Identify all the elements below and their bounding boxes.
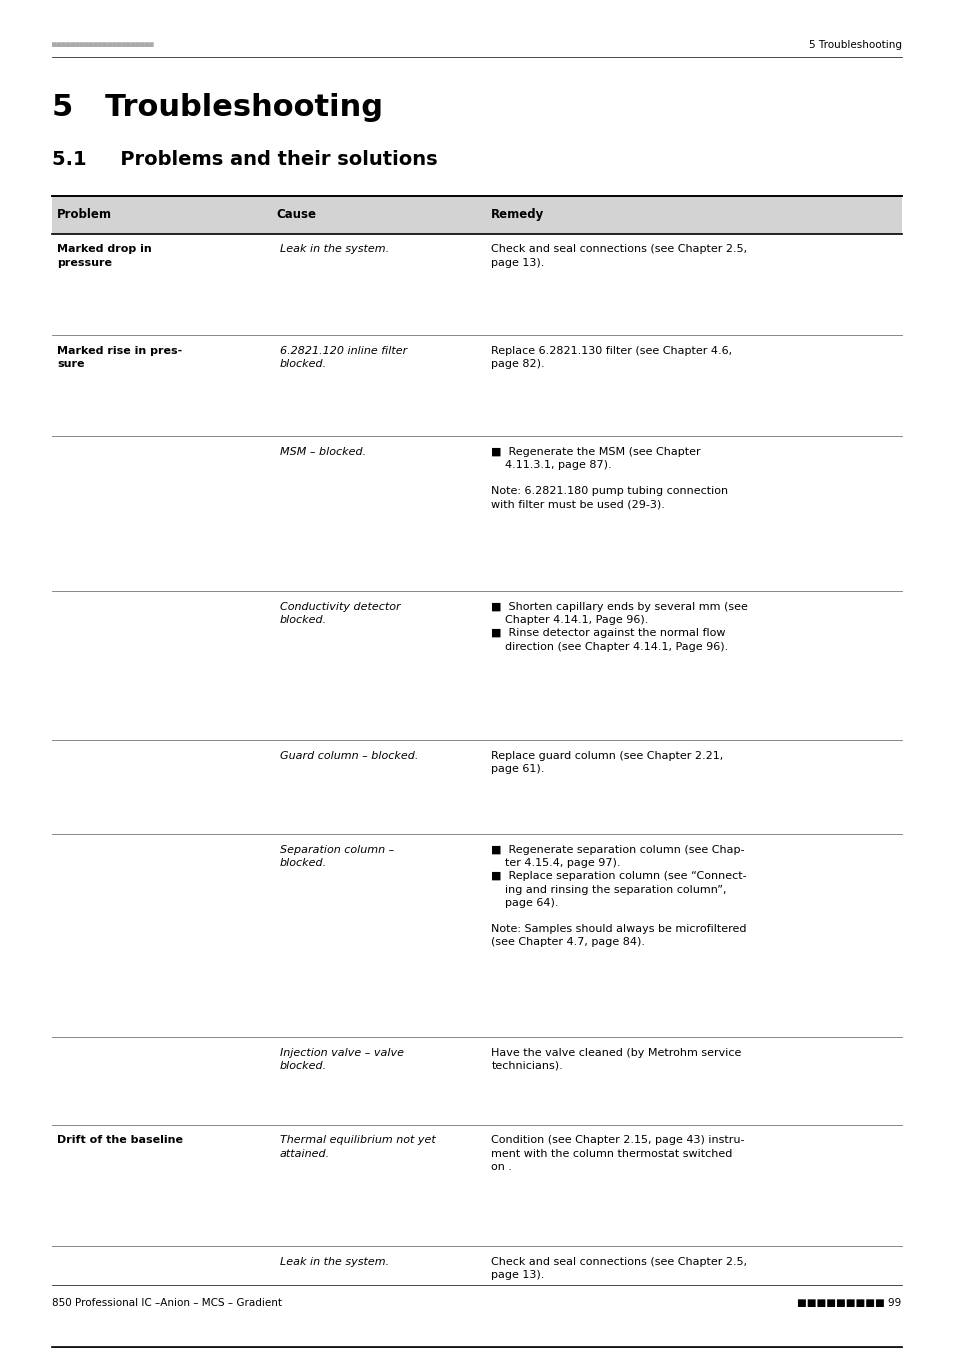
Text: Marked drop in
pressure: Marked drop in pressure bbox=[57, 244, 152, 267]
Text: MSM – blocked.: MSM – blocked. bbox=[279, 447, 365, 456]
Text: Problem: Problem bbox=[57, 208, 112, 221]
Text: ■  Shorten capillary ends by several mm (see
    Chapter 4.14.1, Page 96).
■  Ri: ■ Shorten capillary ends by several mm (… bbox=[491, 602, 747, 652]
Text: Marked rise in pres-
sure: Marked rise in pres- sure bbox=[57, 346, 182, 369]
Text: 6.2821.120 inline filter
blocked.: 6.2821.120 inline filter blocked. bbox=[279, 346, 406, 369]
Text: Replace guard column (see Chapter 2.21,
page 61).: Replace guard column (see Chapter 2.21, … bbox=[491, 751, 722, 774]
Text: 850 Professional IC –Anion – MCS – Gradient: 850 Professional IC –Anion – MCS – Gradi… bbox=[52, 1297, 282, 1308]
FancyBboxPatch shape bbox=[52, 196, 901, 234]
Text: Thermal equilibrium not yet
attained.: Thermal equilibrium not yet attained. bbox=[279, 1135, 435, 1158]
Text: Injection valve – valve
blocked.: Injection valve – valve blocked. bbox=[279, 1048, 403, 1071]
Text: Guard column – blocked.: Guard column – blocked. bbox=[279, 751, 417, 760]
Text: 5.1     Problems and their solutions: 5.1 Problems and their solutions bbox=[52, 150, 437, 169]
Text: Conductivity detector
blocked.: Conductivity detector blocked. bbox=[279, 602, 399, 625]
Text: Drift of the baseline: Drift of the baseline bbox=[57, 1135, 183, 1145]
Text: Remedy: Remedy bbox=[491, 208, 544, 221]
Text: Check and seal connections (see Chapter 2.5,
page 13).: Check and seal connections (see Chapter … bbox=[491, 1257, 746, 1280]
Text: Separation column –
blocked.: Separation column – blocked. bbox=[279, 845, 394, 868]
Text: Leak in the system.: Leak in the system. bbox=[279, 1257, 388, 1266]
Text: 5 Troubleshooting: 5 Troubleshooting bbox=[808, 39, 901, 50]
Text: Have the valve cleaned (by Metrohm service
technicians).: Have the valve cleaned (by Metrohm servi… bbox=[491, 1048, 740, 1071]
Text: ■  Regenerate separation column (see Chap-
    ter 4.15.4, page 97).
■  Replace : ■ Regenerate separation column (see Chap… bbox=[491, 845, 746, 948]
Text: Condition (see Chapter 2.15, page 43) instru-
ment with the column thermostat sw: Condition (see Chapter 2.15, page 43) in… bbox=[491, 1135, 744, 1172]
Text: ■■■■■■■■■■■■■■■■■■■■■■: ■■■■■■■■■■■■■■■■■■■■■■ bbox=[52, 40, 154, 49]
Text: ■  Regenerate the MSM (see Chapter
    4.11.3.1, page 87).

Note: 6.2821.180 pum: ■ Regenerate the MSM (see Chapter 4.11.3… bbox=[491, 447, 728, 510]
Text: Cause: Cause bbox=[276, 208, 316, 221]
Text: 5   Troubleshooting: 5 Troubleshooting bbox=[52, 93, 383, 123]
Text: Replace 6.2821.130 filter (see Chapter 4.6,
page 82).: Replace 6.2821.130 filter (see Chapter 4… bbox=[491, 346, 732, 369]
Text: Check and seal connections (see Chapter 2.5,
page 13).: Check and seal connections (see Chapter … bbox=[491, 244, 746, 267]
Text: ■■■■■■■■■ 99: ■■■■■■■■■ 99 bbox=[797, 1297, 901, 1308]
Text: Leak in the system.: Leak in the system. bbox=[279, 244, 388, 254]
